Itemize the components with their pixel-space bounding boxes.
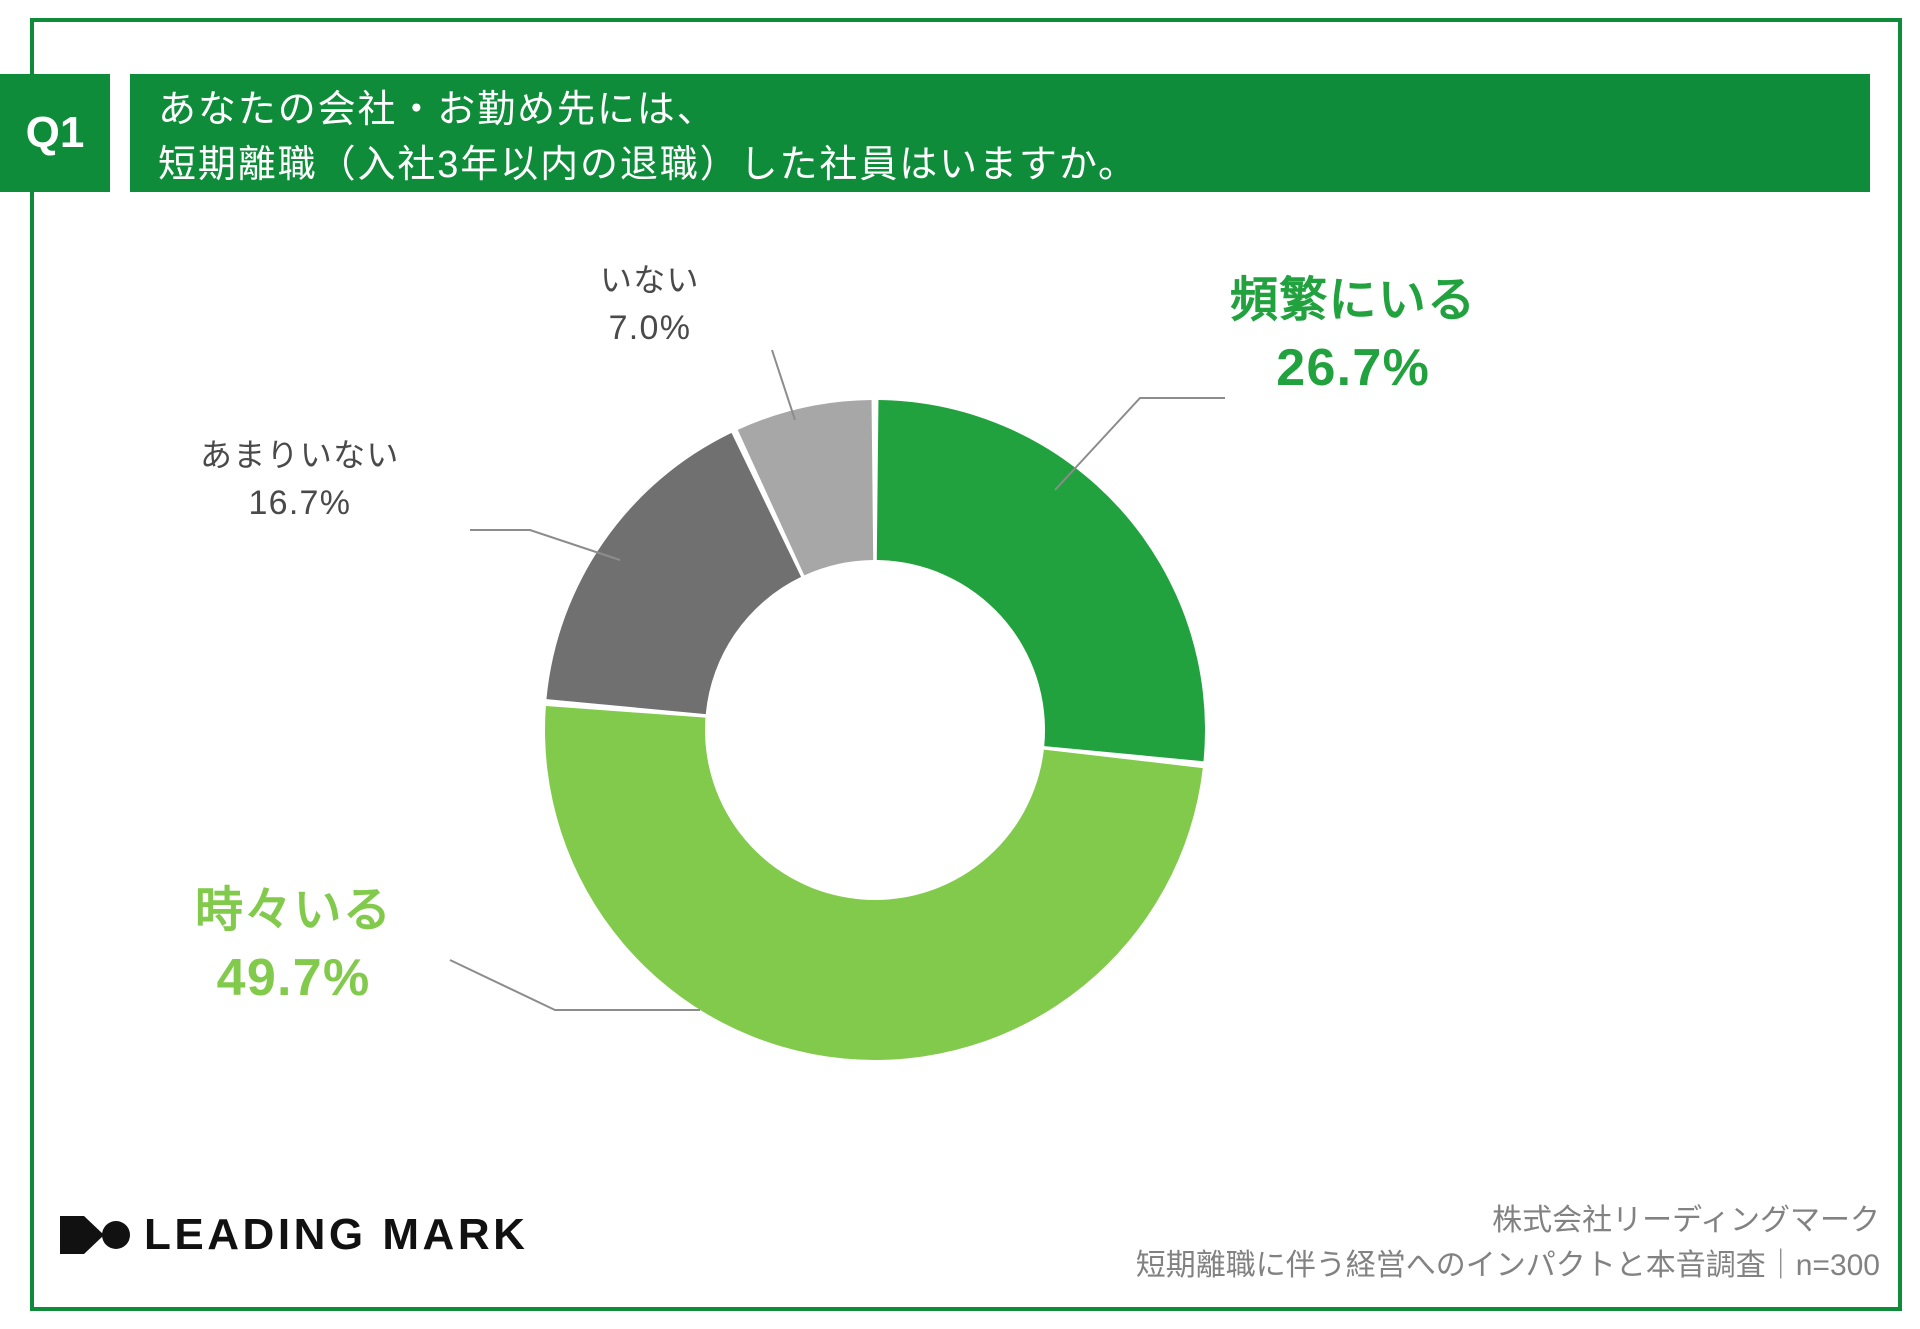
slice-label-title: 頻繁にいる [1230,260,1476,330]
survey-caption: 短期離職に伴う経営へのインパクトと本音調査｜n=300 [1136,1243,1880,1288]
donut-chart [0,0,1920,1329]
slice-label: 頻繁にいる 26.7% [1230,260,1476,398]
slice-label: あまりいない 16.7% [200,430,400,523]
donut-slice [877,400,1205,761]
slice-label: いない 7.0% [600,255,700,348]
footer-logo: LEADING MARK [60,1210,528,1260]
slice-label-pct: 26.7% [1230,338,1476,398]
donut-slice [545,706,1203,1060]
logo-text: LEADING MARK [144,1210,528,1260]
slice-label: 時々いる 49.7% [195,870,392,1008]
company-name: 株式会社リーディングマーク [1136,1198,1880,1243]
footer-attribution: 株式会社リーディングマーク 短期離職に伴う経営へのインパクトと本音調査｜n=30… [1136,1198,1880,1288]
slice-label-pct: 49.7% [195,948,392,1008]
slice-label-title: 時々いる [195,870,392,940]
leader-line [772,350,795,420]
slice-label-title: あまりいない [200,430,400,476]
logo-mark-icon [60,1216,130,1254]
slice-label-pct: 7.0% [600,309,700,348]
slice-label-title: いない [600,255,700,301]
slice-label-pct: 16.7% [200,484,400,523]
